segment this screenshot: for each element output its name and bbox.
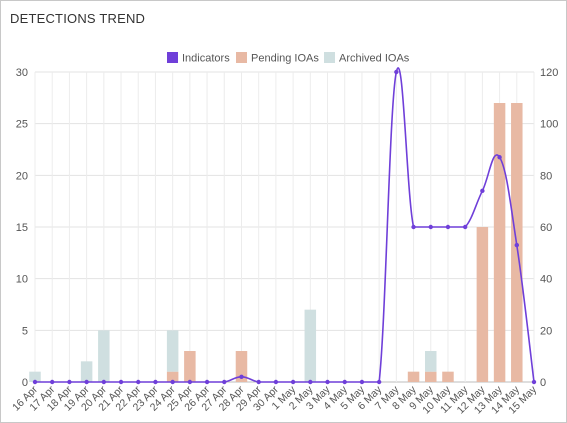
legend-swatch [167,52,178,63]
left-tick-label: 30 [16,67,28,79]
indicators-point [256,379,261,385]
legend-item-indicators[interactable]: Indicators [167,52,230,65]
indicators-point [136,379,141,385]
indicators-point [514,242,519,248]
left-tick-label: 0 [22,377,28,389]
gridlines [34,71,535,383]
indicators-point [67,379,72,385]
indicators-point [290,379,296,385]
right-tick-label: 40 [540,274,552,286]
left-tick-label: 10 [16,274,28,286]
pending-ioas-bar [425,371,437,382]
right-tick-label: 120 [540,67,558,79]
archived-ioas-bar [98,330,110,382]
indicators-point [239,374,244,380]
indicators-point [480,188,485,194]
indicators-point [84,379,89,385]
legend-swatch [324,52,335,63]
indicators-point [428,224,433,230]
indicators-point [308,379,313,385]
right-axis-ticks: 0 20 40 60 80 100 120 [540,67,558,389]
indicators-point [376,379,382,385]
indicators-point [342,379,347,385]
indicators-point [50,379,55,385]
indicators-point [222,379,227,385]
indicators-point [118,379,124,385]
legend-item-archived-ioas[interactable]: Archived IOAs [324,52,410,65]
right-tick-label: 20 [540,325,552,337]
left-tick-label: 20 [16,170,28,182]
indicators-point [170,379,175,385]
legend-label: Pending IOAs [251,53,319,65]
indicators-point [394,69,399,75]
indicators-point [411,224,416,230]
indicators-line-path [35,67,535,383]
pending-ioas-bar [476,227,489,382]
right-tick-label: 60 [540,222,552,234]
pending-ioas-bar [442,371,454,382]
archived-ioas-bar [425,351,437,372]
archived-ioas-bar [304,309,317,382]
indicators-point [531,379,537,385]
legend-swatch [236,52,247,63]
indicators-point [497,155,502,160]
left-axis-ticks: 0 5 10 15 20 25 30 [16,67,28,389]
left-tick-label: 5 [22,325,28,337]
pending-ioas-bar [493,103,506,382]
archived-ioas-bar [166,330,179,372]
indicators-point [204,379,210,385]
indicators-point [101,379,107,385]
legend-label: Archived IOAs [339,53,410,65]
pending-ioas-bar [184,351,196,382]
pending-ioas-bar [407,371,420,382]
right-tick-label: 80 [540,170,552,182]
indicators-point [445,224,451,230]
left-tick-label: 15 [16,222,28,234]
indicators-point [462,224,468,230]
legend-item-pending-ioas[interactable]: Pending IOAs [236,52,319,65]
indicators-line [32,67,537,385]
indicators-point [187,379,193,385]
left-tick-label: 25 [16,119,28,131]
indicators-point [153,379,158,385]
legend[interactable]: Indicators Pending IOAs Archived IOAs [167,52,410,65]
archived-ioas-bar [29,371,41,382]
archived-ioas-bar [80,361,93,382]
pending-ioas-bar [235,351,248,382]
indicators-point [273,379,279,385]
right-tick-label: 0 [540,377,546,389]
indicators-point [325,379,330,385]
legend-label: Indicators [182,53,230,65]
panel-title: DETECTIONS TREND [10,11,146,26]
pending-ioas-bar [166,371,179,382]
indicators-point [359,379,365,385]
indicators-point [32,379,38,385]
right-tick-label: 100 [540,119,558,131]
